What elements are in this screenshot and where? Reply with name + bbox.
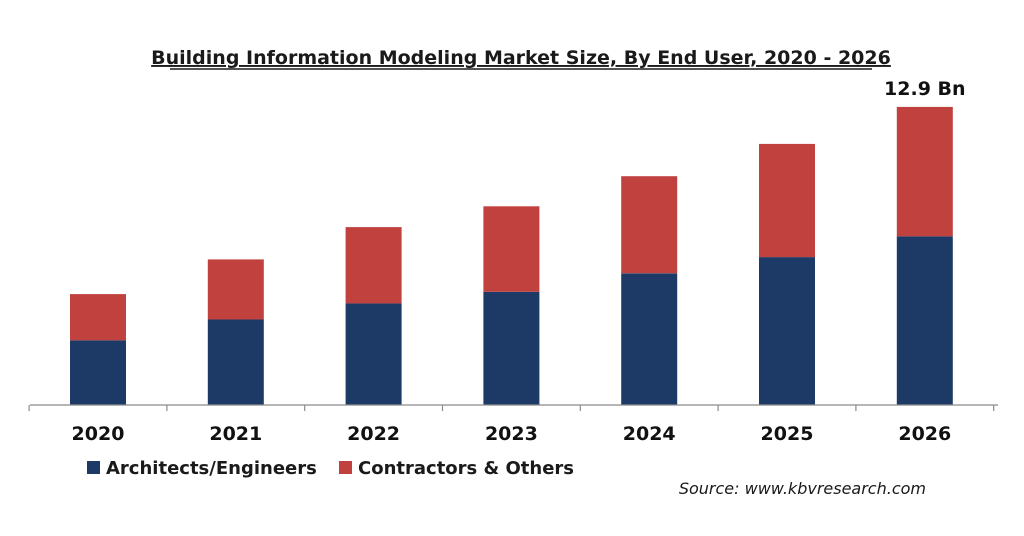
total-label-2026: 12.9 Bn: [884, 78, 966, 100]
x-tick-label-2020: 2020: [72, 423, 125, 445]
x-tick-label-2024: 2024: [623, 423, 676, 445]
bar-2022-contractors-others: [345, 227, 402, 304]
bar-2026-contractors-others: [896, 106, 953, 237]
x-tick-label-2022: 2022: [347, 423, 400, 445]
x-axis-ticks: [28, 405, 995, 411]
x-tick-label-2026: 2026: [898, 423, 951, 445]
bar-2020-contractors-others: [70, 294, 126, 341]
bar-2025-contractors-others: [759, 143, 815, 258]
legend-swatch-contractors: [339, 461, 352, 474]
legend: Architects/Engineers Contractors & Other…: [87, 458, 574, 479]
chart-title: Building Information Modeling Market Siz…: [151, 47, 891, 69]
bar-2026-architects-engineers: [896, 236, 953, 405]
bar-2024-contractors-others: [621, 176, 678, 274]
bars-group: [70, 106, 953, 405]
bar-2020-architects-engineers: [70, 340, 126, 405]
bar-2024-architects-engineers: [621, 273, 678, 405]
bar-2023-architects-engineers: [483, 291, 540, 405]
x-axis-labels: 2020 2021 2022 2023 2024 2025 2026: [72, 423, 952, 445]
annotations: 12.9 Bn: [884, 78, 966, 100]
bar-2021-contractors-others: [207, 259, 264, 320]
x-tick-label-2025: 2025: [761, 423, 814, 445]
x-tick-label-2021: 2021: [209, 423, 262, 445]
bar-2022-architects-engineers: [345, 303, 402, 405]
bar-2025-architects-engineers: [759, 257, 815, 405]
bar-2021-architects-engineers: [207, 319, 264, 405]
legend-swatch-architects: [87, 461, 100, 474]
source-note: Source: www.kbvresearch.com: [679, 479, 926, 498]
x-tick-label-2023: 2023: [485, 423, 538, 445]
legend-label-architects: Architects/Engineers: [106, 458, 317, 479]
bar-2023-contractors-others: [483, 206, 540, 292]
legend-label-contractors: Contractors & Others: [358, 458, 574, 479]
